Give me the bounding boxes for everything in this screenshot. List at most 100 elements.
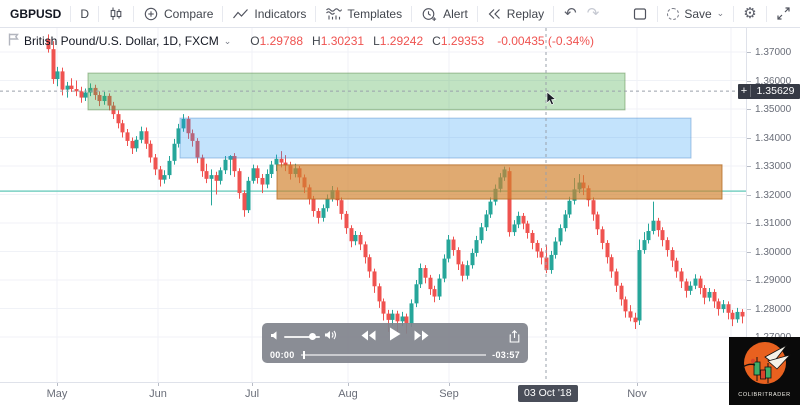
zone-supply-blue[interactable] (179, 117, 692, 159)
candle-body (353, 234, 358, 242)
compare-button[interactable]: Compare (134, 0, 222, 27)
candle-body (726, 304, 731, 313)
save-layout-button[interactable]: Save ⌄ (658, 0, 733, 27)
share-button[interactable] (509, 330, 520, 343)
price-tick-mark (747, 223, 751, 224)
layout-button[interactable] (623, 0, 657, 27)
candle-body (549, 254, 554, 271)
candle-body (605, 242, 610, 258)
volume-slider[interactable] (284, 333, 320, 340)
candle-body (255, 168, 260, 178)
mouse-cursor (546, 91, 557, 106)
price-tick-label: 1.31000 (755, 218, 792, 229)
price-tick-mark (747, 280, 751, 281)
flag-icon[interactable] (8, 33, 19, 49)
volume-knob[interactable] (309, 333, 316, 340)
save-label: Save (684, 6, 712, 21)
candle-body (740, 311, 745, 317)
candle-body (693, 278, 698, 286)
time-tick-mark (57, 383, 58, 386)
candle-body (414, 284, 419, 304)
candle-body (107, 95, 112, 106)
candle-body (228, 156, 233, 160)
fullscreen-button[interactable] (767, 0, 800, 27)
chart-style-button[interactable] (99, 0, 133, 27)
candle-body (265, 173, 270, 185)
templates-button[interactable]: Templates (316, 0, 411, 27)
add-alert-plus-icon[interactable]: + (738, 85, 751, 98)
candle-body (190, 133, 195, 141)
time-axis[interactable]: 03 Oct '18 May Jun Jul Aug Sep Nov (0, 382, 800, 405)
candle-body (283, 162, 288, 166)
settings-button[interactable]: ⚙ (734, 0, 765, 27)
candle-body (716, 301, 721, 310)
symbol-legend: British Pound/U.S. Dollar, 1D, FXCM ⌄ O1… (8, 33, 594, 49)
candle-body (428, 277, 433, 290)
candle-body (83, 92, 88, 98)
candle-body (712, 291, 717, 302)
price-axis[interactable]: + 1.35629 1.37000 1.36000 1.35000 1.34000 1.… (738, 28, 800, 382)
candle-body (423, 268, 428, 278)
time-tick-label-may: May (46, 388, 68, 400)
candle-body (488, 201, 493, 215)
rewind-button[interactable] (360, 328, 376, 346)
candle-body (614, 271, 619, 286)
price-tick-label: 1.33000 (755, 161, 792, 172)
interval-label: D (80, 6, 90, 21)
candle-body (139, 131, 144, 140)
separator (315, 5, 317, 22)
play-button[interactable] (389, 327, 401, 346)
candle-body (600, 229, 605, 243)
candle-body (530, 232, 535, 243)
crosshair-price-value: 1.35629 (756, 85, 795, 98)
candle-body (642, 240, 647, 251)
candle-body (432, 289, 437, 297)
candle-body (484, 214, 489, 228)
templates-icon (325, 6, 343, 21)
symbol-search-button[interactable]: GBPUSD (0, 0, 70, 27)
chevron-down-icon: ⌄ (716, 8, 725, 18)
fast-forward-button[interactable] (414, 328, 430, 346)
replay-button[interactable]: Replay (478, 0, 553, 27)
zone-supply-orange[interactable] (276, 164, 723, 200)
chevron-down-icon[interactable]: ⌄ (223, 35, 232, 46)
candle-body (195, 140, 200, 158)
indicators-button[interactable]: Indicators (223, 0, 315, 27)
candle-body (516, 215, 521, 225)
price-tick-mark (747, 308, 751, 310)
redo-button[interactable]: ↷ (586, 5, 600, 22)
price-tick-label: 1.29000 (755, 275, 792, 286)
candle-body (116, 114, 121, 124)
candle-body (153, 157, 158, 170)
speaker-mute-icon[interactable] (270, 328, 280, 346)
candle-body (512, 224, 517, 233)
close-value: 1.29353 (440, 34, 485, 48)
candle-body (418, 268, 423, 285)
time-tick-label-aug: Aug (338, 388, 358, 400)
candle-body (567, 200, 572, 215)
candle-body (349, 228, 354, 242)
candle-body (525, 223, 530, 233)
candle-body (167, 160, 172, 176)
transport-controls (360, 327, 430, 346)
progress-marker[interactable] (302, 351, 306, 359)
price-tick-label: 1.36000 (755, 75, 792, 87)
candle-body (148, 143, 153, 158)
symbol-title[interactable]: British Pound/U.S. Dollar, 1D, FXCM (24, 34, 219, 48)
candle-body (735, 311, 740, 320)
time-tick-label-sep: Sep (439, 388, 459, 400)
price-tick-mark (747, 251, 751, 253)
replay-player-bar: 00:00 -03:57 (262, 323, 528, 363)
progress-track[interactable] (300, 351, 487, 359)
speaker-loud-icon[interactable] (324, 328, 338, 346)
interval-button[interactable]: D (71, 0, 98, 27)
candle-body (79, 91, 84, 98)
candle-body (660, 230, 665, 241)
alert-button[interactable]: Alert (412, 0, 477, 27)
undo-button[interactable]: ↶ (564, 5, 577, 22)
time-tick-mark (637, 383, 638, 386)
candle-body (204, 171, 209, 179)
price-chart[interactable] (0, 28, 746, 382)
candle-body (446, 239, 451, 259)
